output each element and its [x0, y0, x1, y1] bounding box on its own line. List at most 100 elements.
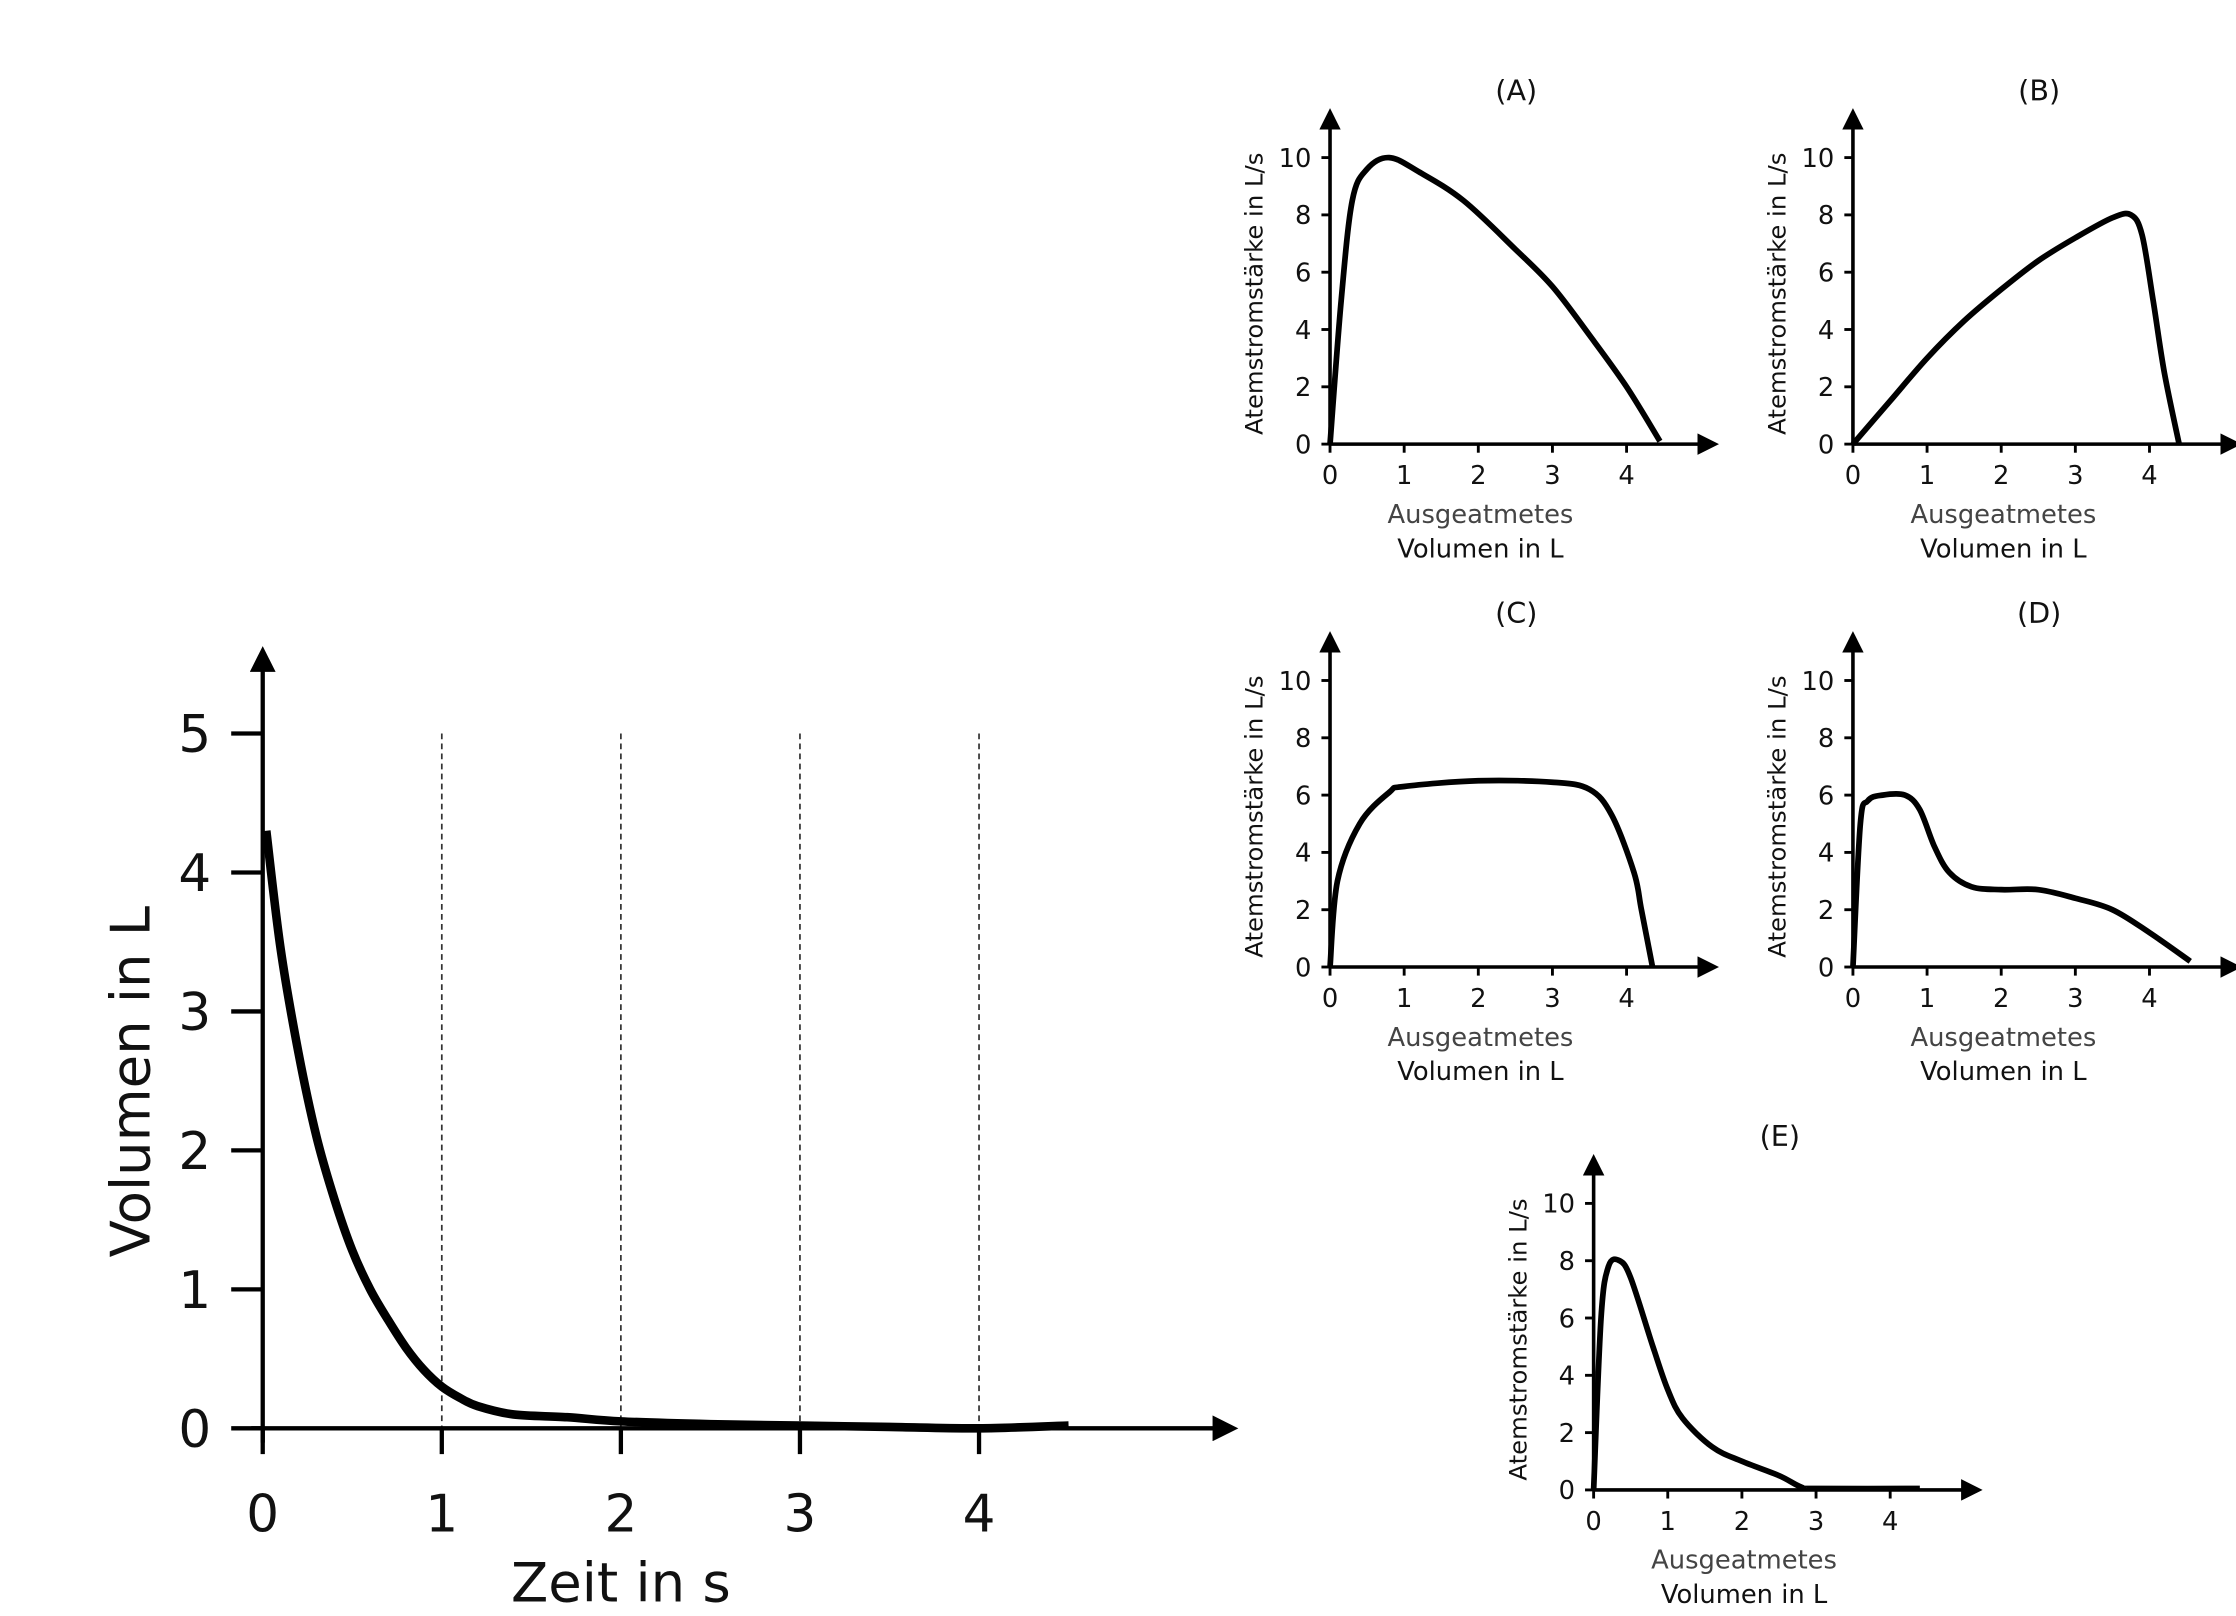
chart-title: (E) [1760, 1119, 1800, 1153]
chart-title: (D) [2017, 596, 2061, 630]
y-tick-label: 2 [1818, 373, 1834, 403]
y-axis-label: Atemstromstärke in L/s [1240, 153, 1269, 435]
x-axis-label-line2: Volumen in L [1920, 1057, 2087, 1087]
y-tick-label: 10 [1279, 144, 1312, 174]
x-axis-label-line2: Volumen in L [1661, 1580, 1828, 1610]
chart-title: (A) [1495, 73, 1537, 107]
x-tick-label: 2 [1470, 984, 1486, 1014]
y-tick-label: 4 [1295, 839, 1311, 869]
y-tick-label: 0 [1295, 430, 1311, 460]
y-tick-label: 4 [1818, 839, 1834, 869]
x-axis-label-line2: Volumen in L [1397, 534, 1564, 564]
chart-title: (C) [1495, 596, 1537, 630]
y-tick-label: 5 [178, 705, 211, 765]
x-tick-label: 4 [1882, 1507, 1898, 1537]
chart-title: (B) [2018, 73, 2060, 107]
chart-d: 0 1 2 3 4 0 2 4 6 8 10 (D) Atemstromstärke in L/s Aus… [1763, 596, 2236, 1087]
chart-e: 0 1 2 3 4 0 2 4 6 8 10 (E) Atemstromstärke in L/s Aus… [1503, 1119, 1983, 1610]
y-tick-label: 6 [1295, 781, 1311, 811]
y-tick-label: 10 [1542, 1190, 1575, 1220]
x-tick-label: 0 [1585, 1507, 1601, 1537]
x-tick-label: 4 [2141, 461, 2157, 491]
chart-a: 0 1 2 3 4 0 2 4 6 8 10 (A) Atemstromstärke in L/s Aus… [1240, 73, 1719, 564]
y-axis-label: Atemstromstärke in L/s [1763, 675, 1792, 957]
y-tick-label: 8 [1818, 201, 1834, 231]
y-tick-label: 6 [1295, 258, 1311, 288]
x-tick-label: 1 [425, 1484, 458, 1544]
y-tick-label: 8 [1559, 1247, 1575, 1277]
y-tick-label: 10 [1802, 144, 1835, 174]
y-tick-label: 1 [178, 1261, 211, 1321]
x-tick-label: 0 [246, 1484, 279, 1544]
y-tick-label: 6 [1559, 1304, 1575, 1334]
x-tick-label: 0 [1322, 461, 1338, 491]
series-line [1590, 1256, 1920, 1492]
x-tick-label: 3 [2067, 984, 2083, 1014]
y-axis-label: Atemstromstärke in L/s [1503, 1198, 1532, 1480]
x-tick-label: 3 [2067, 461, 2083, 491]
x-tick-label: 4 [963, 1484, 996, 1544]
x-tick-label: 2 [1993, 984, 2009, 1014]
y-tick-label: 8 [1295, 724, 1311, 754]
x-tick-label: 0 [1845, 984, 1861, 1014]
series-line [1327, 154, 1663, 445]
x-tick-label: 1 [1919, 461, 1935, 491]
x-tick-label: 3 [784, 1484, 817, 1544]
x-tick-label: 1 [1396, 984, 1412, 1014]
x-tick-label: 3 [1808, 1507, 1824, 1537]
y-tick-label: 6 [1818, 781, 1834, 811]
y-tick-label: 0 [178, 1400, 211, 1460]
series-line [1850, 790, 2192, 968]
y-tick-label: 3 [178, 983, 211, 1043]
x-axis-label-line1: Ausgeatmetes [1651, 1546, 1837, 1576]
x-axis-label-line2: Volumen in L [1920, 534, 2087, 564]
x-axis-label-line1: Ausgeatmetes [1910, 500, 2096, 530]
y-tick-label: 2 [1295, 896, 1311, 926]
series-line [262, 830, 1069, 1433]
x-tick-label: 1 [1660, 1507, 1676, 1537]
x-tick-label: 3 [1544, 461, 1560, 491]
y-tick-label: 4 [1295, 316, 1311, 346]
y-axis-label: Volumen in L [99, 905, 163, 1257]
y-tick-label: 10 [1279, 667, 1312, 697]
y-tick-label: 10 [1802, 667, 1835, 697]
chart-b: 0 1 2 3 4 0 2 4 6 8 10 (B) Atemstromstärke in L/s Aus… [1763, 73, 2236, 564]
y-tick-label: 0 [1559, 1476, 1575, 1506]
x-tick-label: 0 [1845, 461, 1861, 491]
y-axis-label: Atemstromstärke in L/s [1763, 153, 1792, 435]
y-tick-label: 6 [1818, 258, 1834, 288]
y-tick-label: 2 [1559, 1419, 1575, 1449]
x-tick-label: 2 [1993, 461, 2009, 491]
y-tick-label: 2 [1295, 373, 1311, 403]
x-tick-label: 2 [1734, 1507, 1750, 1537]
y-tick-label: 0 [1295, 953, 1311, 983]
x-tick-label: 2 [604, 1484, 637, 1544]
y-tick-label: 4 [1559, 1362, 1575, 1392]
x-tick-label: 1 [1396, 461, 1412, 491]
x-tick-label: 3 [1544, 984, 1560, 1014]
series-line [1327, 777, 1656, 968]
y-tick-label: 8 [1818, 724, 1834, 754]
x-axis-label-line1: Ausgeatmetes [1910, 1023, 2096, 1053]
y-tick-label: 8 [1295, 201, 1311, 231]
series-line [1850, 210, 2182, 446]
x-tick-label: 4 [1618, 984, 1634, 1014]
chart-main: 0 1 2 3 4 0 1 2 3 4 5 Volumen in L Zeit in s [99, 646, 1239, 1615]
y-tick-label: 4 [1818, 316, 1834, 346]
x-tick-label: 2 [1470, 461, 1486, 491]
x-tick-label: 4 [2141, 984, 2157, 1014]
chart-c: 0 1 2 3 4 0 2 4 6 8 10 (C) Atemstromstärke in L/s Aus… [1240, 596, 1719, 1087]
x-tick-label: 4 [1618, 461, 1634, 491]
y-tick-label: 2 [178, 1122, 211, 1182]
x-axis-label-line1: Ausgeatmetes [1388, 500, 1574, 530]
x-tick-label: 1 [1919, 984, 1935, 1014]
x-axis-label-line1: Ausgeatmetes [1388, 1023, 1574, 1053]
x-axis-label-line2: Volumen in L [1397, 1057, 1564, 1087]
y-tick-label: 4 [178, 844, 211, 904]
y-tick-label: 0 [1818, 430, 1834, 460]
y-axis-label: Atemstromstärke in L/s [1240, 675, 1269, 957]
y-tick-label: 0 [1818, 953, 1834, 983]
x-tick-label: 0 [1322, 984, 1338, 1014]
x-axis-label: Zeit in s [511, 1551, 731, 1615]
